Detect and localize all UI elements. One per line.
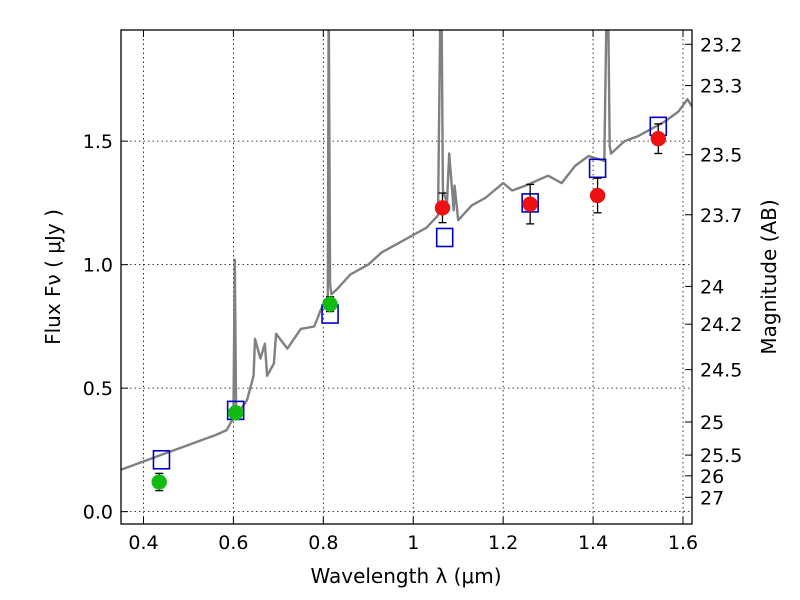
- observed-point: [589, 187, 606, 204]
- model-photometry-square: [152, 449, 171, 470]
- y2-tick-label: 24.2: [700, 314, 742, 336]
- observed-point: [650, 130, 667, 147]
- tick-labels: 0.4 0.6 0.8 1 1.2 1.4 1.6 0.0 0.5 1.0 1.5 23.2 23.3 2…: [83, 34, 743, 554]
- data-layer: [121, 30, 692, 492]
- y-tick-label: 1.5: [83, 131, 113, 153]
- spectrum-line: [121, 30, 692, 471]
- x-tick-label: 0.6: [218, 532, 248, 554]
- grid-lines: [121, 30, 692, 524]
- y-tick-label: 1.0: [83, 255, 113, 277]
- x-tick-label: 1.6: [668, 532, 698, 554]
- observed-point: [434, 200, 451, 216]
- y2-tick-label: 25.5: [700, 445, 742, 467]
- axis-ticks: [121, 30, 692, 524]
- x-tick-label: 1.4: [578, 532, 608, 554]
- y2-tick-label: 26: [700, 466, 724, 488]
- observed-point: [151, 474, 167, 490]
- y2-tick-label: 25: [700, 412, 724, 434]
- y2-tick-label: 24: [700, 276, 724, 298]
- y2-tick-label: 27: [700, 487, 724, 509]
- model-photometry-square: [588, 158, 607, 179]
- y2-tick-label: 23.3: [700, 76, 742, 98]
- y2-tick-label: 23.7: [700, 205, 742, 227]
- y2-tick-label: 23.2: [700, 34, 742, 56]
- y2-tick-label: 24.5: [700, 360, 742, 382]
- x-axis-label: Wavelength λ (μm): [310, 564, 501, 588]
- plot-frame: [120, 29, 693, 525]
- x-tick-label: 1: [407, 532, 419, 554]
- y2-axis-label: Magnitude (AB): [757, 199, 781, 354]
- y-tick-label: 0.0: [83, 502, 113, 524]
- observed-point: [522, 196, 538, 212]
- plot-background: [121, 30, 692, 524]
- y-tick-label: 0.5: [83, 378, 113, 400]
- y2-tick-label: 23.5: [700, 145, 742, 167]
- observed-point: [227, 405, 244, 421]
- observed-point: [322, 296, 338, 312]
- model-photometry-square: [435, 227, 454, 248]
- x-tick-label: 0.8: [308, 532, 338, 554]
- x-tick-label: 1.2: [488, 532, 518, 554]
- x-tick-label: 0.4: [128, 532, 158, 554]
- y-axis-label: Flux Fν ( μJy ): [41, 209, 65, 345]
